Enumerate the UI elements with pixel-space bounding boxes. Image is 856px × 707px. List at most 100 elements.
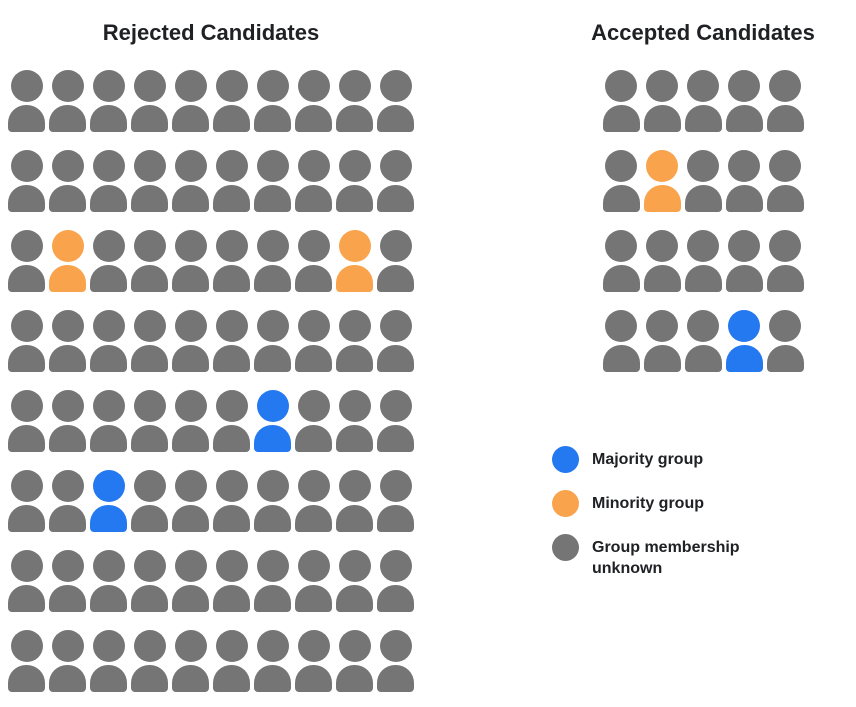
person-icon-unknown [336,630,373,692]
person-icon-unknown [254,150,291,212]
person-torso [49,105,86,132]
person-icon-unknown [377,150,414,212]
person-icon-unknown [684,230,722,292]
person-torso [377,185,414,212]
person-icon-unknown [336,390,373,452]
person-icon-unknown [90,70,127,132]
legend-item-majority: Majority group [552,446,752,473]
person-icon-unknown [254,630,291,692]
person-head [10,470,43,502]
person-icon-unknown [8,310,45,372]
accepted-candidates-panel: Accepted Candidates [578,20,828,372]
person-head [297,150,330,182]
person-torso [213,665,250,692]
person-icon-unknown [377,550,414,612]
person-torso [725,185,763,212]
person-icon-unknown [49,470,86,532]
person-icon-unknown [643,230,681,292]
person-torso [254,505,291,532]
person-icon-unknown [90,390,127,452]
person-icon-unknown [131,630,168,692]
legend-label-minority: Minority group [592,495,704,512]
person-icon-minority [49,230,86,292]
person-torso [213,105,250,132]
person-head [215,310,248,342]
person-head [51,150,84,182]
person-icon-unknown [725,150,763,212]
person-icon-unknown [8,150,45,212]
person-icon-unknown [131,390,168,452]
person-torso [295,105,332,132]
person-icon-unknown [602,310,640,372]
person-torso [295,665,332,692]
person-head [687,310,719,342]
person-icon-unknown [377,470,414,532]
person-icon-unknown [377,70,414,132]
person-head [10,390,43,422]
person-torso [49,425,86,452]
person-head [297,310,330,342]
person-torso [90,505,127,532]
person-torso [336,665,373,692]
person-head [174,390,207,422]
person-icon-unknown [336,310,373,372]
person-head [51,310,84,342]
person-icon-unknown [49,310,86,372]
person-icon-unknown [8,550,45,612]
person-icon-unknown [684,70,722,132]
accepted-candidates-grid [602,70,804,372]
person-torso [254,425,291,452]
person-torso [377,665,414,692]
legend-label-unknown: Group membership unknown [592,539,740,577]
person-torso [49,185,86,212]
person-head [174,550,207,582]
person-head [769,230,801,262]
person-icon-unknown [172,310,209,372]
legend: Majority group Minority group Group memb… [552,446,752,579]
rejected-candidates-grid [8,70,414,692]
person-head [297,550,330,582]
person-torso [254,345,291,372]
majority-group-swatch [552,446,579,473]
person-torso [8,265,45,292]
person-head [728,310,760,342]
person-icon-unknown [213,550,250,612]
person-head [256,310,289,342]
person-torso [254,105,291,132]
person-icon-unknown [377,630,414,692]
person-torso [766,265,804,292]
person-head [646,150,678,182]
person-torso [213,425,250,452]
person-torso [172,345,209,372]
person-icon-unknown [213,310,250,372]
person-torso [8,585,45,612]
person-torso [377,265,414,292]
person-head [174,310,207,342]
person-head [338,310,371,342]
person-head [379,630,412,662]
person-head [215,230,248,262]
person-torso [377,425,414,452]
person-icon-unknown [213,470,250,532]
person-head [133,470,166,502]
person-torso [131,105,168,132]
person-head [174,630,207,662]
person-torso [377,585,414,612]
person-head [92,70,125,102]
person-head [728,150,760,182]
person-icon-unknown [8,70,45,132]
person-torso [131,425,168,452]
person-torso [643,345,681,372]
person-head [297,230,330,262]
person-head [215,150,248,182]
person-torso [336,265,373,292]
person-torso [254,585,291,612]
person-icon-unknown [172,470,209,532]
person-torso [336,505,373,532]
person-head [379,230,412,262]
person-head [92,630,125,662]
person-icon-unknown [172,630,209,692]
person-head [92,390,125,422]
person-head [728,230,760,262]
person-head [133,550,166,582]
